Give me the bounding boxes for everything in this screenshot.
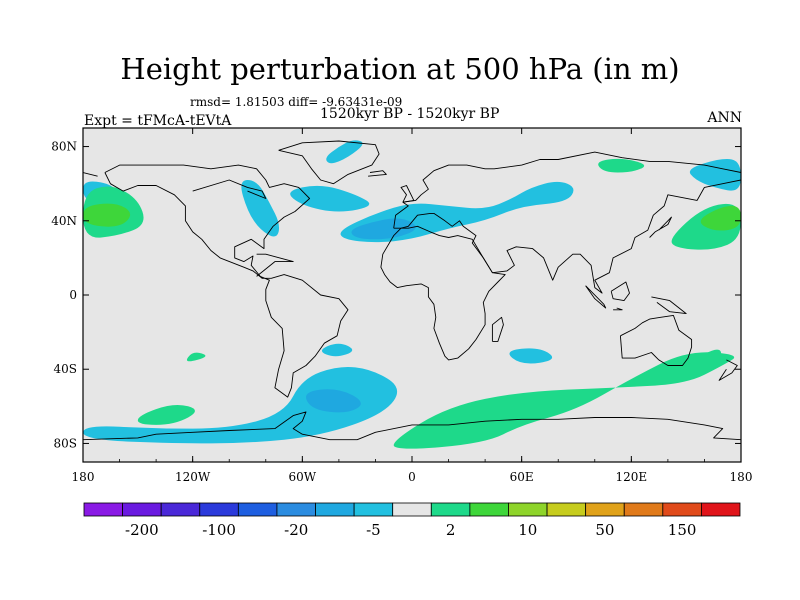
coastline xyxy=(278,140,380,185)
coastline xyxy=(83,411,741,441)
colorbar-cell xyxy=(546,502,587,517)
coastline xyxy=(718,359,738,381)
coastline xyxy=(256,253,294,277)
colorbar-cell xyxy=(160,502,201,517)
stats-label: rmsd= 1.81503 diff= -9.63431e-09 xyxy=(190,95,403,109)
season-label: ANN xyxy=(707,110,742,126)
colorbar-label: -20 xyxy=(284,521,308,539)
contour-region xyxy=(700,205,741,231)
experiment-label: Expt = tFMcA-tEVtA xyxy=(84,113,232,129)
coastline xyxy=(83,172,98,177)
contour-region xyxy=(326,140,363,164)
colorbar-cell xyxy=(623,502,664,517)
colorbar-cell xyxy=(430,502,471,517)
x-tick-label: 180 xyxy=(730,470,753,484)
contour-region xyxy=(83,203,131,227)
colorbar-cell xyxy=(276,502,316,517)
y-tick-label: 40N xyxy=(51,214,77,228)
coastline xyxy=(610,281,630,302)
colorbar-cell xyxy=(83,502,123,517)
y-tick-label: 80N xyxy=(51,140,77,154)
x-tick-label: 60E xyxy=(510,470,534,484)
colorbar-label: 2 xyxy=(446,521,456,539)
colorbar-label: -5 xyxy=(366,521,381,539)
contour-region xyxy=(351,218,416,240)
plot-title: Height perturbation at 500 hPa (in m) xyxy=(120,52,680,86)
contour-region xyxy=(321,343,353,357)
colorbar-cell xyxy=(237,502,278,517)
contour-region xyxy=(393,352,735,449)
coastline xyxy=(491,316,504,342)
coastline xyxy=(104,164,349,398)
coastline xyxy=(613,307,623,311)
colorbar-label: 150 xyxy=(668,521,697,539)
contour-region xyxy=(137,404,195,425)
colorbar-cell xyxy=(701,502,741,517)
colorbar-cell xyxy=(353,502,394,517)
y-tick-label: 0 xyxy=(69,288,77,302)
colorbar-cell xyxy=(469,502,509,517)
coastline xyxy=(585,285,607,309)
coastline xyxy=(393,179,741,294)
colorbar-cell xyxy=(508,502,548,517)
colorbar-cell xyxy=(199,502,239,517)
contour-region xyxy=(598,158,645,173)
colorbar-cell xyxy=(585,502,625,517)
coastline-layer xyxy=(83,140,741,441)
contour-region xyxy=(186,352,206,362)
coastline xyxy=(649,216,672,238)
colorbar-label: -100 xyxy=(202,521,236,539)
coastline xyxy=(192,179,267,199)
colorbar-cell xyxy=(122,502,162,517)
coastline xyxy=(380,225,506,361)
colorbar-label: 10 xyxy=(518,521,537,539)
x-tick-label: 60W xyxy=(289,470,317,484)
y-tick-label: 80S xyxy=(54,436,78,450)
coastline xyxy=(619,314,693,366)
colorbar-cell xyxy=(662,502,702,517)
x-tick-label: 120E xyxy=(615,470,647,484)
contour-region xyxy=(83,366,398,444)
colorbar-label: 50 xyxy=(595,521,614,539)
y-tick-label: 40S xyxy=(54,362,78,376)
x-tick-label: 0 xyxy=(408,470,416,484)
colorbar-cell xyxy=(392,502,432,517)
x-tick-label: 180 xyxy=(72,470,95,484)
coastline xyxy=(651,296,687,315)
x-tick-label: 120W xyxy=(175,470,211,484)
map-background xyxy=(83,128,741,462)
contour-layer xyxy=(83,140,741,449)
contour-region xyxy=(693,349,722,368)
contour-region xyxy=(305,389,361,413)
coastline xyxy=(368,170,387,177)
coastline xyxy=(400,185,415,203)
contour-region xyxy=(241,180,280,237)
contour-region xyxy=(290,185,370,212)
colorbar-cell xyxy=(315,502,355,517)
period-label: 1520kyr BP - 1520kyr BP xyxy=(320,106,500,122)
colorbar-label: -200 xyxy=(125,521,159,539)
contour-region xyxy=(509,348,553,364)
